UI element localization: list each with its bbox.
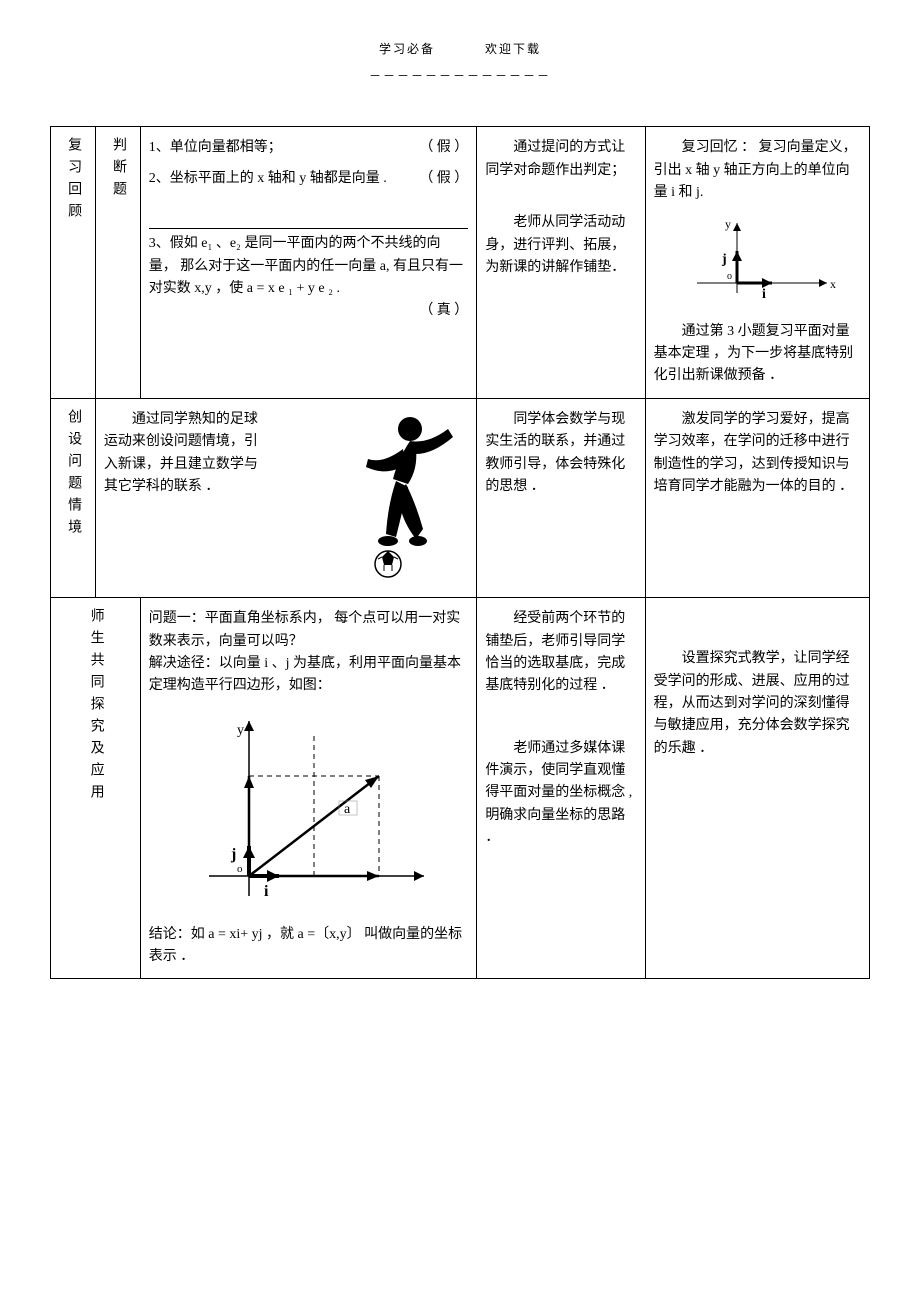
axis-diagram-small: x y i j o (677, 213, 837, 313)
q2-answer: （ 假 ） (419, 168, 468, 190)
stage-cell-explore: 师生共同探究及应用 (51, 598, 141, 979)
vector-diagram: a y i j o (179, 706, 439, 916)
question-2: 2、坐标平面上的 x 轴和 y 轴都是向量 . （ 假 ） (149, 168, 469, 190)
action-cell-context: 同学体会数学与现实生活的联系，并通过教师引导，体会特殊化的思想 ． (477, 398, 645, 597)
action-p1: 通过提问的方式让同学对命题作出判定； (485, 137, 636, 182)
content-cell-context: 通过同学熟知的足球运动来创设问题情境，引入新课，并且建立数学与其它学科的联系 ． (95, 398, 476, 597)
vec-a-label: a (344, 802, 351, 817)
axis-i-label: i (762, 287, 766, 302)
stage-label: 师生共同探究及应用 (84, 608, 106, 806)
vec-j-label: j (230, 846, 236, 863)
vec-o-label: o (237, 863, 243, 875)
q3-text: 3、假如 e₁ 、e₂ 是同一平面内的两个不共线的向量， 那么对于这一平面内的任… (149, 236, 463, 296)
q1-text: 1、单位向量都相等； (149, 140, 282, 155)
action-p2: 老师通过多媒体课件演示，使同学直观懂得平面对量的坐标概念 , 明确求向量坐标的思… (485, 738, 636, 850)
table-row-context: 创设问题情境 (51, 398, 870, 597)
stage-label: 复习回顾 (62, 137, 84, 225)
vec-i-label: i (264, 883, 269, 900)
stage-cell-review: 复习回顾 (51, 127, 96, 398)
solve-path: 解决途径：以向量 i 、j 为基底，利用平面向量基本定理构造平行四边形，如图： (149, 653, 469, 698)
content-cell-review: 1、单位向量都相等； （ 假 ） 2、坐标平面上的 x 轴和 y 轴都是向量 .… (140, 127, 477, 398)
soccer-player-icon (338, 409, 468, 587)
conclusion: 结论：如 a = xi+ yj ，就 a =〔x,y〕 叫做向量的坐标表示 ． (149, 924, 469, 969)
purpose-cell-context: 激发同学的学习爱好，提高学习效率，在学问的迁移中进行制造性的学习，达到传授知识与… (645, 398, 869, 597)
header-right: 欢迎下载 (485, 42, 541, 56)
purpose-p2: 通过第 3 小题复习平面对量基本定理 ，为下一步将基底特别化引出新课做预备 ． (654, 321, 861, 388)
purpose-p1: 复习回忆 ： 复习向量定义，引出 x 轴 y 轴正方向上的单位向量 i 和 j. (654, 137, 861, 204)
action-cell-review: 通过提问的方式让同学对命题作出判定； 老师从同学活动动身，进行评判、拓展，为新课… (477, 127, 645, 398)
sub-cell-judge: 判断题 (95, 127, 140, 398)
lesson-plan-table: 复习回顾 判断题 1、单位向量都相等； （ 假 ） 2、坐标平面上的 x 轴和 … (50, 126, 870, 979)
action-cell-explore: 经受前两个环节的铺垫后，老师引导同学恰当的选取基底，完成基底特别化的过程 ． 老… (477, 598, 645, 979)
problem-1: 问题一：平面直角坐标系内， 每个点可以用一对实数来表示，向量可以吗？ (149, 608, 469, 653)
action-text: 同学体会数学与现实生活的联系，并通过教师引导，体会特殊化的思想 ． (485, 409, 636, 499)
question-3: 3、假如 e₁ 、e₂ 是同一平面内的两个不共线的向量， 那么对于这一平面内的任… (149, 228, 469, 323)
table-row-explore: 师生共同探究及应用 问题一：平面直角坐标系内， 每个点可以用一对实数来表示，向量… (51, 598, 870, 979)
stage-label: 创设问题情境 (62, 409, 84, 541)
purpose-text: 设置探究式教学，让同学经受学问的形成、进展、应用的过程，从而达到对学问的深刻懂得… (654, 648, 861, 760)
page-header: 学习必备 欢迎下载 (50, 40, 870, 59)
axis-o-label: o (727, 271, 732, 282)
sub-label: 判断题 (107, 137, 129, 203)
purpose-cell-explore: 设置探究式教学，让同学经受学问的形成、进展、应用的过程，从而达到对学问的深刻懂得… (645, 598, 869, 979)
action-p1: 经受前两个环节的铺垫后，老师引导同学恰当的选取基底，完成基底特别化的过程 ． (485, 608, 636, 698)
q3-answer: （ 真 ） (149, 300, 469, 322)
header-dash: －－－－－－－－－－－－－ (50, 67, 870, 86)
vec-y-label: y (237, 723, 244, 738)
axis-j-label: j (721, 252, 727, 267)
axis-x-label: x (830, 277, 836, 291)
q2-text: 2、坐标平面上的 x 轴和 y 轴都是向量 . (149, 171, 387, 186)
header-left: 学习必备 (379, 42, 435, 56)
axis-y-label: y (725, 217, 731, 231)
content-cell-explore: 问题一：平面直角坐标系内， 每个点可以用一对实数来表示，向量可以吗？ 解决途径：… (140, 598, 477, 979)
context-text: 通过同学熟知的足球运动来创设问题情境，引入新课，并且建立数学与其它学科的联系 ． (104, 409, 264, 499)
question-1: 1、单位向量都相等； （ 假 ） (149, 137, 469, 159)
table-row-review: 复习回顾 判断题 1、单位向量都相等； （ 假 ） 2、坐标平面上的 x 轴和 … (51, 127, 870, 398)
action-p2: 老师从同学活动动身，进行评判、拓展，为新课的讲解作铺垫． (485, 212, 636, 279)
purpose-cell-review: 复习回忆 ： 复习向量定义，引出 x 轴 y 轴正方向上的单位向量 i 和 j.… (645, 127, 869, 398)
q1-answer: （ 假 ） (419, 137, 468, 159)
stage-cell-context: 创设问题情境 (51, 398, 96, 597)
purpose-text: 激发同学的学习爱好，提高学习效率，在学问的迁移中进行制造性的学习，达到传授知识与… (654, 409, 861, 499)
